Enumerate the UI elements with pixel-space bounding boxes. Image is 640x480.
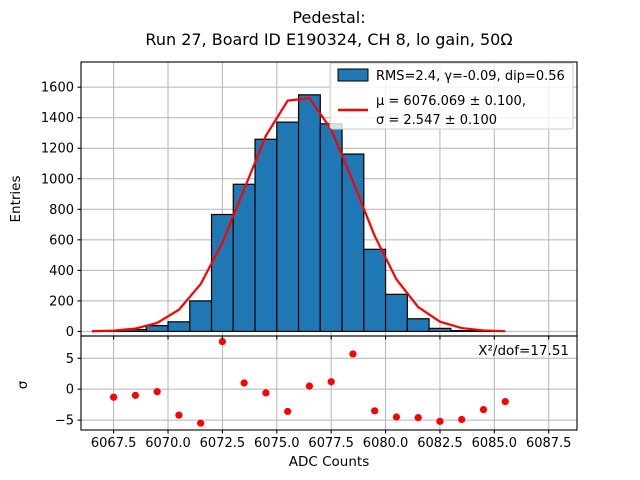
residual-dot — [392, 413, 401, 421]
legend-entry-sigma: σ = 2.547 ± 0.100 — [376, 113, 497, 128]
residual-dot — [436, 417, 444, 425]
legend-box — [329, 62, 574, 130]
x-tick-label: 6085.0 — [472, 436, 518, 451]
y-tick-label: 0 — [66, 325, 74, 340]
gaussian-fit-curve — [91, 97, 506, 333]
histogram-bar — [276, 121, 300, 333]
y-tick-label: 5 — [66, 352, 74, 367]
residual-dot — [262, 389, 270, 397]
residual-dot — [327, 378, 335, 386]
y-tick-label: 1200 — [41, 142, 74, 157]
bottom-axes-spine — [80, 335, 578, 431]
histogram-bar — [167, 321, 191, 333]
x-tick-label: 6067.5 — [91, 436, 137, 451]
histogram-bar — [341, 153, 365, 333]
legend-patch-swatch — [337, 68, 369, 82]
y-tick-label: 1600 — [41, 81, 74, 96]
residual-dot — [479, 405, 488, 414]
legend-entry-rms: RMS=2.4, γ=-0.09, dip=0.56 — [376, 69, 565, 84]
residual-dot — [501, 397, 509, 406]
histogram-bars — [102, 94, 495, 333]
y-tick-label: 800 — [49, 203, 74, 218]
residual-dot — [414, 414, 422, 422]
y-axis-label-sigma: σ — [15, 380, 31, 389]
x-axis-label: ADC Counts — [289, 454, 369, 470]
tick-labels: 0 200 400 600 800 1000 1200 1400 1600 5 0 −5 6067.5 6… — [41, 81, 572, 451]
histogram-bar — [450, 330, 474, 333]
x-tick-label: 6072.5 — [200, 436, 246, 451]
histogram-bar — [210, 213, 234, 333]
residual-dot — [153, 388, 161, 396]
x-tick-label: 6087.5 — [526, 436, 572, 451]
residual-dot — [110, 393, 118, 401]
x-tick-label: 6075.0 — [254, 436, 300, 451]
residual-dot — [458, 415, 466, 424]
residual-dot — [197, 419, 205, 427]
residual-dot — [305, 382, 314, 390]
figure-title-line1: Pedestal: — [292, 8, 365, 27]
y-tick-label: 600 — [49, 233, 74, 248]
residual-dot — [371, 407, 379, 415]
histogram-bar — [319, 123, 343, 333]
legend: RMS=2.4, γ=-0.09, dip=0.56 μ = 6076.069 ±… — [329, 62, 574, 130]
histogram-bar — [297, 94, 321, 333]
histogram-bar — [428, 327, 452, 333]
histogram-bar — [145, 325, 169, 333]
residual-dot — [349, 350, 357, 358]
residual-dot — [240, 379, 248, 387]
residual-points — [110, 337, 509, 427]
x-tick-label: 6080.0 — [363, 436, 409, 451]
y-tick-label: 1400 — [41, 111, 74, 126]
tick-marks — [77, 86, 550, 434]
residual-dot — [218, 337, 227, 346]
residual-dot — [175, 411, 183, 419]
y-tick-label: 400 — [49, 264, 74, 279]
y-tick-label: −5 — [55, 414, 74, 429]
x-tick-label: 6077.5 — [308, 436, 354, 451]
y-tick-label: 200 — [49, 294, 74, 309]
y-tick-label: 1000 — [41, 172, 74, 187]
x-tick-label: 6082.5 — [417, 436, 463, 451]
residual-dot — [131, 391, 139, 399]
histogram-bar — [384, 293, 408, 333]
figure-title-line2: Run 27, Board ID E190324, CH 8, lo gain,… — [145, 30, 512, 49]
histogram-bar — [363, 248, 387, 333]
y-tick-label: 0 — [66, 383, 74, 398]
legend-entry-mu: μ = 6076.069 ± 0.100, — [376, 94, 526, 109]
residual-dot — [284, 407, 292, 416]
chi2-annotation: Χ²/dof=17.51 — [478, 343, 569, 359]
histogram-bar — [406, 318, 430, 333]
histogram-bar — [254, 138, 278, 333]
plot-root: 0 200 400 600 800 1000 1200 1400 1600 5 0 −5 6067.5 6… — [8, 61, 578, 470]
x-tick-label: 6070.0 — [145, 436, 191, 451]
histogram-bar — [189, 300, 213, 333]
y-axis-label-entries: Entries — [8, 175, 24, 222]
